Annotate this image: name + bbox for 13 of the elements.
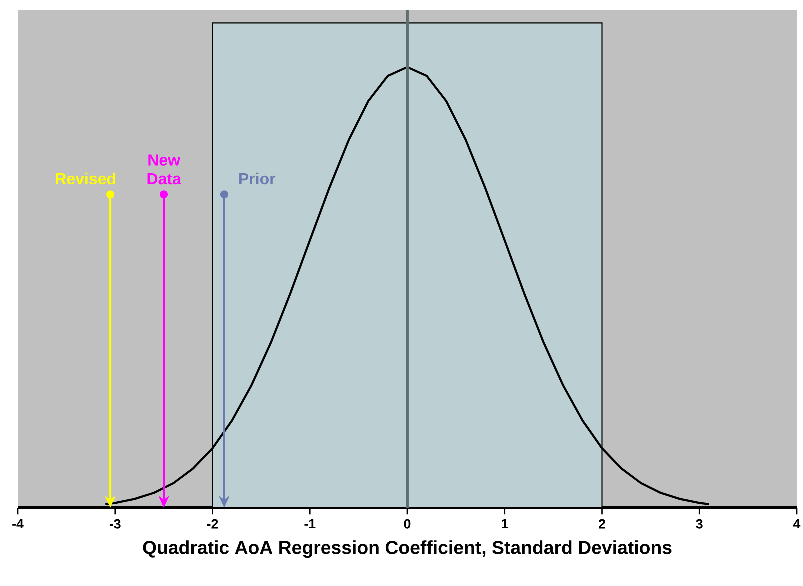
x-tick-label: 1 (502, 519, 508, 529)
ref-line-label: Revised (56, 172, 116, 185)
ref-line-label: Prior (240, 172, 276, 185)
x-tick-label: 3 (696, 519, 703, 529)
x-tick-label: 2 (599, 519, 606, 529)
ref-line-label: New Data (148, 154, 182, 185)
x-tick-label: -1 (304, 519, 316, 529)
x-tick-label: -4 (12, 519, 24, 529)
x-axis-title: Quadratic AoA Regression Coefficient, Standard Deviations (143, 540, 672, 558)
x-tick-label: -2 (207, 519, 218, 529)
x-tick-label: -3 (110, 519, 121, 529)
x-tick-label: 0 (404, 519, 411, 529)
x-tick-label: 4 (794, 519, 801, 529)
